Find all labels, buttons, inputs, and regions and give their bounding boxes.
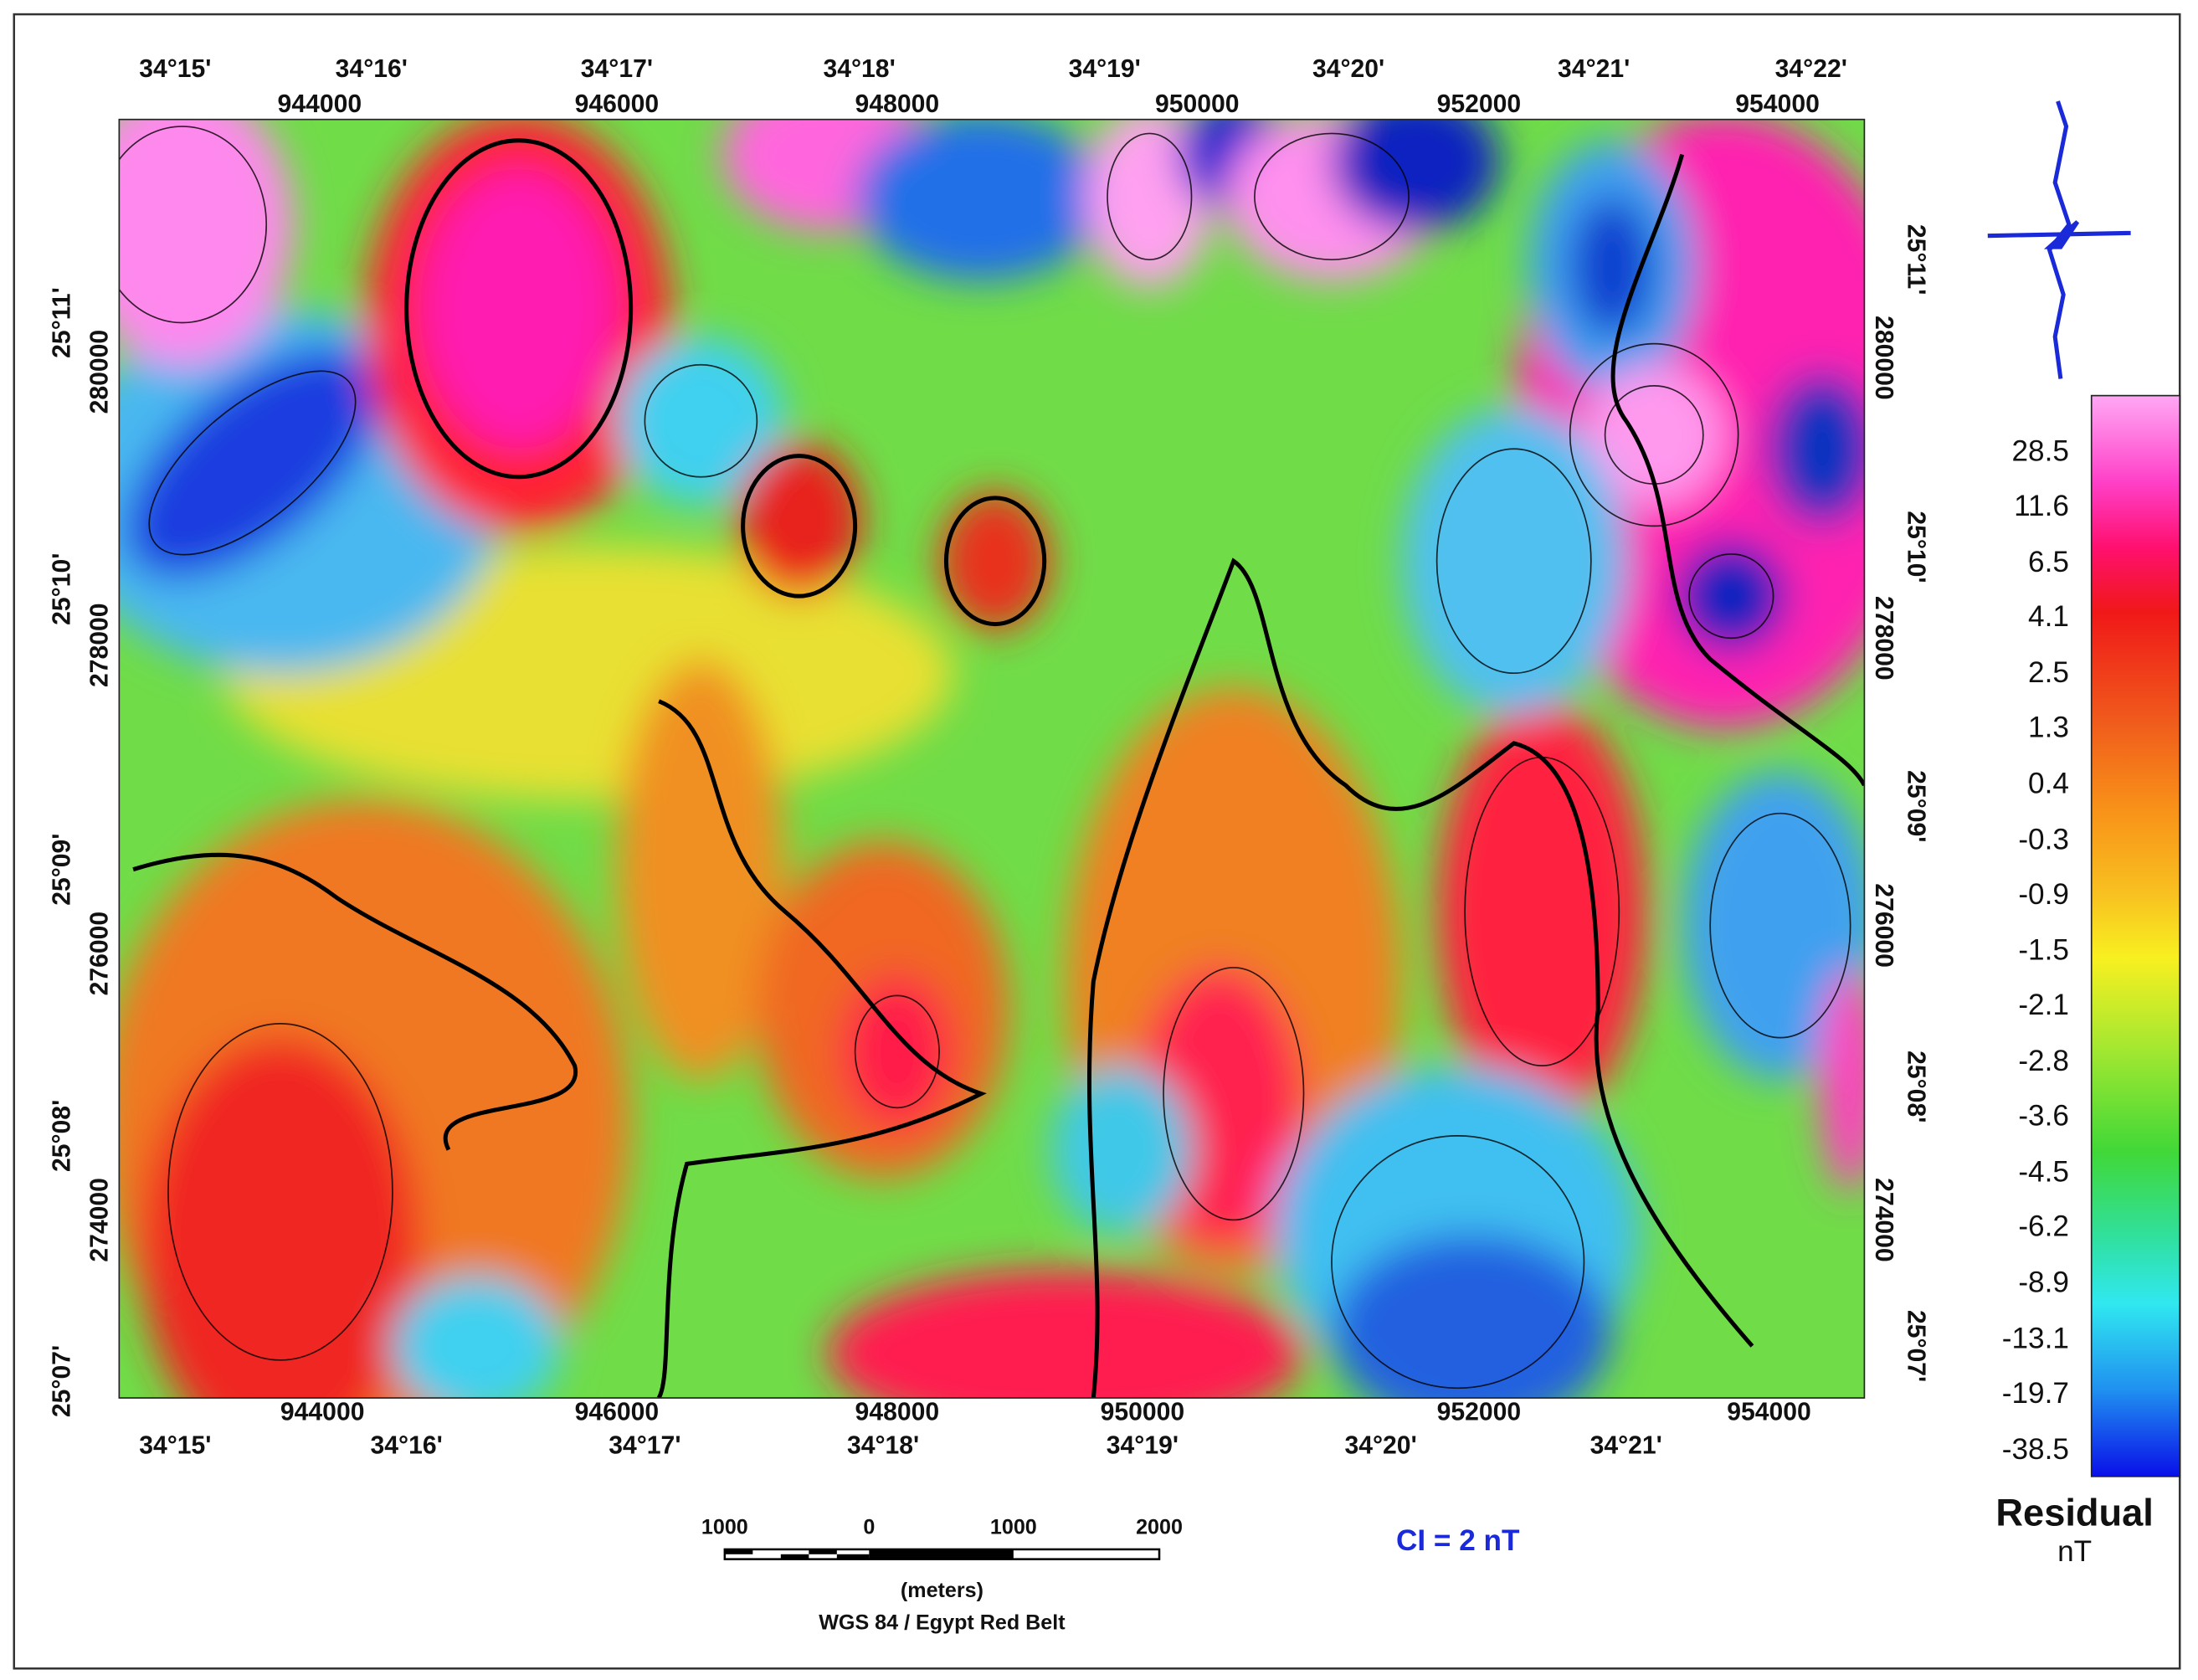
top-longitude: 34°19' bbox=[1069, 55, 1141, 83]
color-bar bbox=[2090, 394, 2181, 1477]
bottom-longitude: 34°15' bbox=[139, 1432, 211, 1460]
scale-label: 0 bbox=[863, 1515, 875, 1539]
scale-label: 2000 bbox=[1136, 1515, 1183, 1539]
legend-label: 2.5 bbox=[2028, 656, 2069, 689]
bottom-easting: 948000 bbox=[855, 1398, 940, 1426]
bottom-longitude: 34°21' bbox=[1590, 1432, 1662, 1460]
top-longitude: 34°18' bbox=[824, 55, 896, 83]
bottom-easting: 954000 bbox=[1727, 1398, 1811, 1426]
top-easting: 944000 bbox=[278, 90, 362, 118]
top-longitude: 34°20' bbox=[1312, 55, 1384, 83]
left-latitude: 25°10' bbox=[48, 553, 75, 625]
scale-label: 1000 bbox=[701, 1515, 748, 1539]
legend-label: -0.3 bbox=[2018, 823, 2069, 855]
bottom-easting: 946000 bbox=[575, 1398, 660, 1426]
legend-label: 0.4 bbox=[2028, 767, 2069, 799]
left-northing: 280000 bbox=[86, 330, 114, 414]
right-latitude: 25°07' bbox=[1903, 1310, 1930, 1382]
left-latitude: 25°07' bbox=[48, 1345, 75, 1417]
right-northing: 276000 bbox=[1870, 883, 1898, 968]
scale-unit: (meters) bbox=[901, 1579, 983, 1602]
scale-bar bbox=[723, 1548, 1161, 1560]
legend-label: -8.9 bbox=[2018, 1266, 2069, 1299]
legend-label: 11.6 bbox=[2014, 490, 2069, 522]
left-latitude: 25°11' bbox=[48, 287, 75, 358]
top-easting: 952000 bbox=[1437, 90, 1522, 118]
top-easting: 946000 bbox=[575, 90, 660, 118]
legend-label: 28.5 bbox=[2011, 435, 2068, 468]
left-northing: 276000 bbox=[86, 912, 114, 996]
top-easting: 948000 bbox=[855, 90, 940, 118]
projection: WGS 84 / Egypt Red Belt bbox=[819, 1611, 1066, 1634]
bottom-easting: 950000 bbox=[1101, 1398, 1185, 1426]
north-arrow bbox=[1987, 100, 2131, 379]
right-northing: 274000 bbox=[1870, 1178, 1898, 1262]
left-northing: 274000 bbox=[86, 1178, 114, 1262]
top-longitude: 34°21' bbox=[1558, 55, 1630, 83]
right-northing: 280000 bbox=[1870, 316, 1898, 400]
legend-label: -0.9 bbox=[2018, 878, 2069, 911]
left-latitude: 25°08' bbox=[48, 1100, 75, 1172]
bottom-longitude: 34°16' bbox=[371, 1432, 443, 1460]
bottom-longitude: 34°18' bbox=[847, 1432, 919, 1460]
legend-label: -6.2 bbox=[2018, 1210, 2069, 1243]
bottom-longitude: 34°19' bbox=[1107, 1432, 1179, 1460]
legend-label: -3.6 bbox=[2018, 1099, 2069, 1132]
bottom-easting: 944000 bbox=[280, 1398, 365, 1426]
top-longitude: 34°15' bbox=[139, 55, 211, 83]
top-longitude: 34°17' bbox=[581, 55, 653, 83]
bottom-longitude: 34°20' bbox=[1345, 1432, 1417, 1460]
top-easting: 950000 bbox=[1155, 90, 1240, 118]
legend-label: -38.5 bbox=[2002, 1433, 2069, 1466]
legend-label: 4.1 bbox=[2028, 600, 2069, 633]
left-northing: 278000 bbox=[86, 603, 114, 687]
right-latitude: 25°08' bbox=[1903, 1051, 1930, 1123]
legend-label: -2.8 bbox=[2018, 1045, 2069, 1077]
legend-label: -13.1 bbox=[2002, 1323, 2069, 1355]
right-northing: 278000 bbox=[1870, 596, 1898, 681]
legend-label: -2.1 bbox=[2018, 989, 2069, 1021]
bottom-easting: 952000 bbox=[1437, 1398, 1522, 1426]
map-border bbox=[118, 118, 1866, 1399]
top-longitude: 34°16' bbox=[336, 55, 408, 83]
top-easting: 954000 bbox=[1735, 90, 1820, 118]
left-latitude: 25°09' bbox=[48, 834, 75, 906]
right-latitude: 25°10' bbox=[1903, 511, 1930, 583]
bottom-longitude: 34°17' bbox=[609, 1432, 680, 1460]
scale-label: 1000 bbox=[990, 1515, 1037, 1539]
legend-label: -4.5 bbox=[2018, 1155, 2069, 1188]
legend-label: -1.5 bbox=[2018, 934, 2069, 967]
right-latitude: 25°09' bbox=[1903, 770, 1930, 842]
contour-interval: CI = 2 nT bbox=[1396, 1524, 1520, 1557]
legend-unit: nT bbox=[2057, 1535, 2092, 1568]
legend-label: -19.7 bbox=[2002, 1377, 2069, 1410]
top-longitude: 34°22' bbox=[1775, 55, 1847, 83]
legend-label: 6.5 bbox=[2028, 546, 2069, 578]
residual-map bbox=[119, 119, 1865, 1399]
right-latitude: 25°11' bbox=[1903, 224, 1930, 295]
legend-label: 1.3 bbox=[2028, 711, 2069, 743]
legend-title: Residual bbox=[1995, 1492, 2153, 1534]
